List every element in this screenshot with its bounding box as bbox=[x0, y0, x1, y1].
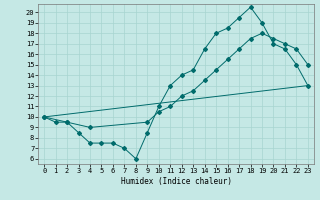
X-axis label: Humidex (Indice chaleur): Humidex (Indice chaleur) bbox=[121, 177, 231, 186]
